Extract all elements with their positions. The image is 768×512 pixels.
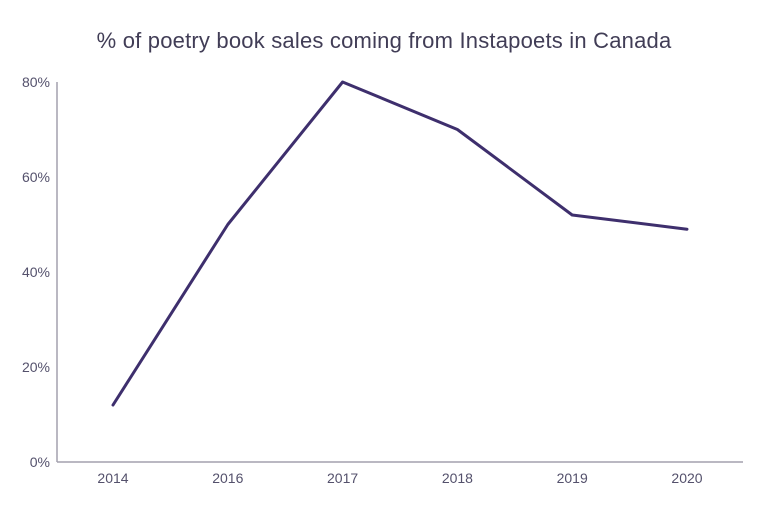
x-tick-label: 2014 (97, 470, 128, 486)
data-line (111, 80, 689, 407)
x-tick-label: 2016 (212, 470, 243, 486)
x-tick-label: 2018 (442, 470, 473, 486)
x-tick-label: 2017 (327, 470, 358, 486)
y-tick-label: 0% (30, 454, 50, 470)
y-tick-label: 20% (22, 359, 50, 375)
x-tick-label: 2019 (557, 470, 588, 486)
y-tick-label: 40% (22, 264, 50, 280)
x-tick-label: 2020 (671, 470, 702, 486)
y-tick-label: 60% (22, 169, 50, 185)
chart-title: % of poetry book sales coming from Insta… (96, 28, 672, 53)
y-tick-label: 80% (22, 74, 50, 90)
